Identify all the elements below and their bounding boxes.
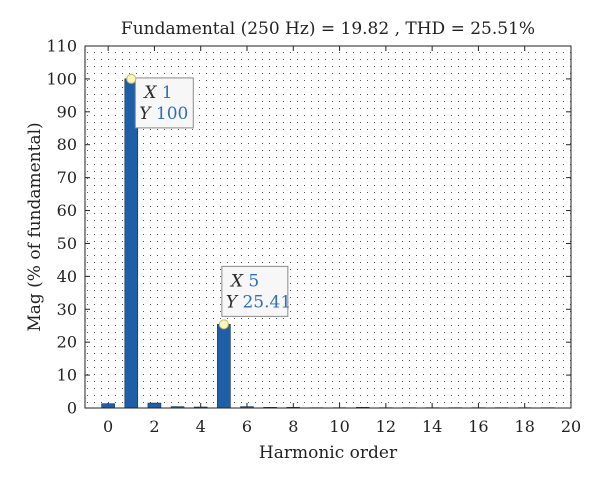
datatip-box bbox=[134, 77, 194, 129]
y-tick-label: 10 bbox=[57, 366, 77, 385]
y-axis-label: Mag (% of fundamental) bbox=[25, 122, 45, 331]
datatip-harmonic-1[interactable]: X 1Y 100 bbox=[126, 73, 194, 129]
plot-frame bbox=[84, 45, 572, 409]
y-tick-label: 70 bbox=[57, 168, 77, 187]
x-tick-label: 10 bbox=[329, 417, 349, 436]
bar-harmonic-5 bbox=[217, 324, 231, 409]
y-tick-label: 60 bbox=[57, 201, 77, 220]
datatips: X 1Y 100 X 5Y 25.41 bbox=[126, 73, 291, 330]
datatip-y-text: Y 25.41 bbox=[226, 292, 291, 312]
x-tick-label: 16 bbox=[468, 417, 488, 436]
bar-harmonic-0 bbox=[101, 403, 115, 409]
y-tick-label: 20 bbox=[57, 333, 77, 352]
datatip-x-text: X 1 bbox=[142, 83, 172, 103]
datatip-marker[interactable] bbox=[126, 73, 137, 84]
y-tick-label: 0 bbox=[67, 399, 77, 418]
datatip-marker[interactable] bbox=[218, 319, 229, 330]
y-tick-label: 50 bbox=[57, 234, 77, 253]
chart-title: Fundamental (250 Hz) = 19.82 , THD = 25.… bbox=[121, 19, 535, 39]
x-tick-label: 18 bbox=[515, 417, 535, 436]
datatip-y-value: 25.41 bbox=[242, 292, 291, 312]
y-tick-label: 100 bbox=[46, 69, 77, 88]
x-tick-label: 0 bbox=[103, 417, 113, 436]
x-tick-label: 4 bbox=[196, 417, 206, 436]
x-tick-label: 14 bbox=[422, 417, 442, 436]
x-tick-label: 6 bbox=[242, 417, 252, 436]
datatip-x-value: 1 bbox=[162, 83, 173, 103]
datatip-harmonic-5[interactable]: X 5Y 25.41 bbox=[218, 265, 291, 330]
datatip-y-text: Y 100 bbox=[139, 104, 188, 124]
y-tick-label: 110 bbox=[46, 37, 77, 56]
datatip-x-value: 5 bbox=[248, 271, 259, 291]
x-tick-label: 20 bbox=[561, 417, 581, 436]
y-tick-label: 30 bbox=[57, 300, 77, 319]
y-axis-ticks: 0 10 20 30 40 50 60 70 80 90 100 110 bbox=[46, 37, 571, 418]
x-axis-label: Harmonic order bbox=[259, 443, 398, 463]
x-axis-ticks: 0 2 4 6 8 10 12 14 16 18 20 bbox=[103, 46, 581, 436]
bar-harmonic-2 bbox=[147, 402, 162, 409]
x-tick-label: 2 bbox=[149, 417, 159, 436]
y-tick-label: 90 bbox=[57, 102, 77, 121]
x-tick-label: 8 bbox=[288, 417, 298, 436]
y-tick-label: 40 bbox=[57, 267, 77, 286]
x-tick-label: 12 bbox=[376, 417, 396, 436]
datatip-x-text: X 5 bbox=[229, 271, 259, 291]
datatip-box bbox=[221, 265, 289, 317]
y-tick-label: 80 bbox=[57, 135, 77, 154]
datatip-y-value: 100 bbox=[156, 104, 188, 124]
